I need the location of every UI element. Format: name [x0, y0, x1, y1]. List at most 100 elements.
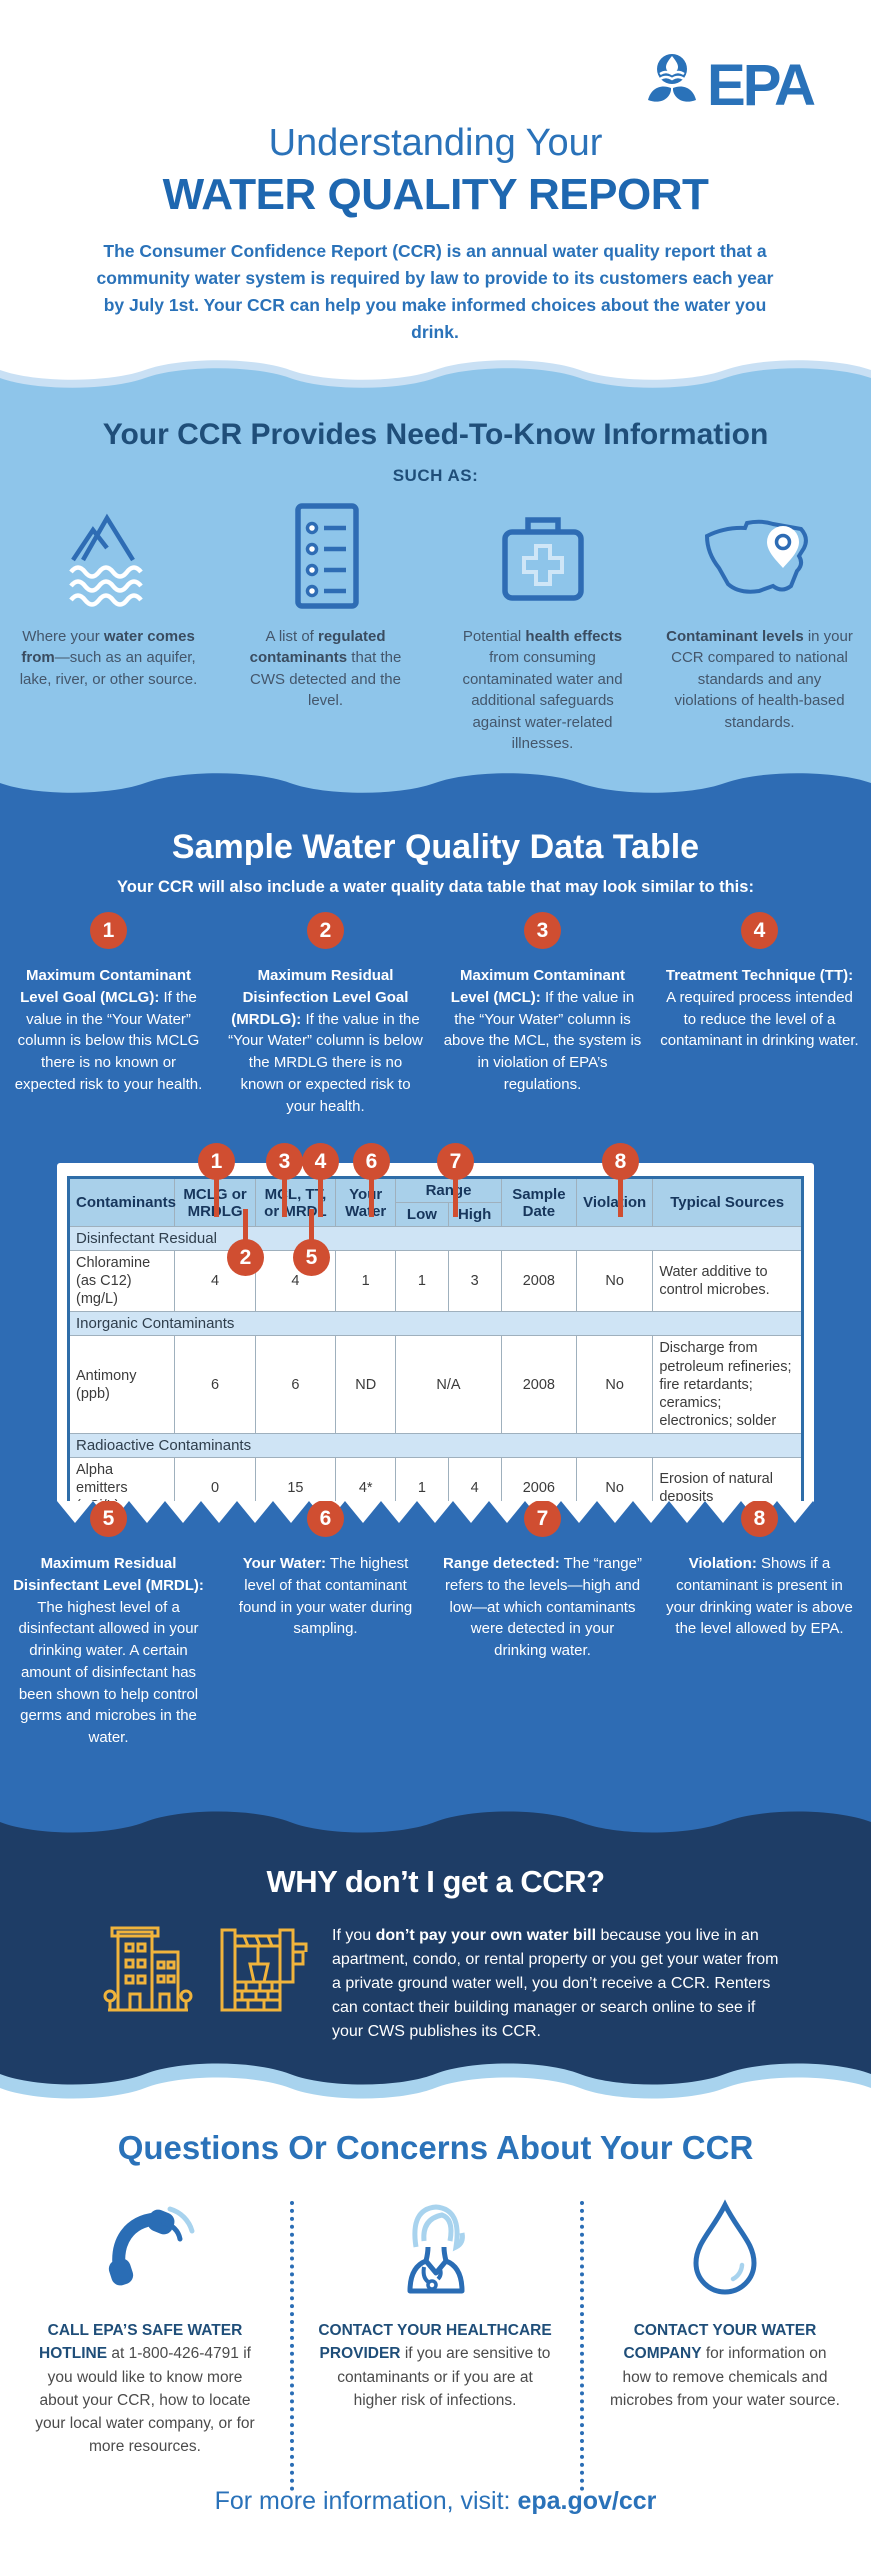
wave-divider-2: [0, 768, 871, 800]
water-quality-table: Contaminants MCLG or MRDLG MCL, TT, or M…: [67, 1176, 804, 1501]
epa-flower-icon: [641, 52, 703, 119]
need-to-know-text: Contaminant levels in your CCR compared …: [666, 628, 853, 731]
group-label: Radioactive Contaminants: [68, 1433, 803, 1458]
col-header-violation: Violation: [576, 1177, 654, 1227]
definition-item-4: 4 Treatment Technique (TT): A required p…: [651, 912, 868, 1117]
why-no-ccr-section: WHY don’t I get a CCR?: [0, 1840, 871, 2060]
question-item-hotline: CALL EPA’S SAFE WATER HOTLINE at 1-800-4…: [0, 2195, 290, 2459]
need-to-know-item: A list of regulated contaminants that th…: [217, 496, 434, 755]
need-to-know-text: Potential health effects from consuming …: [462, 628, 623, 753]
definition-item-8: 8 Violation: Shows if a contaminant is p…: [651, 1500, 868, 1749]
water-drop-icon: [670, 2195, 780, 2305]
sample-table-section: Sample Water Quality Data Table Your CCR…: [0, 800, 871, 1807]
apartment-building-icon: [100, 1924, 200, 2024]
number-badge-1: 1: [90, 912, 127, 949]
need-to-know-title: Your CCR Provides Need-To-Know Informati…: [102, 418, 769, 451]
table-row: Chloramine (as C12) (mg/L) 4 4 1 1 3 200…: [67, 1249, 803, 1313]
table-row: Alpha emitters (pCi/L) 0 15 4* 1 4 2006 …: [67, 1456, 803, 1501]
cell-contaminant: Alpha emitters (pCi/L): [67, 1456, 176, 1501]
table-marker-6: 6: [353, 1143, 390, 1217]
need-to-know-item: Potential health effects from consuming …: [434, 496, 651, 755]
definition-item-5: 5 Maximum Residual Disinfectant Level (M…: [0, 1500, 217, 1749]
cell-contaminant: Chloramine (as C12) (mg/L): [67, 1249, 176, 1313]
epa-gov-ccr-link[interactable]: epa.gov/ccr: [517, 2487, 657, 2515]
group-row: Inorganic Contaminants: [68, 1311, 803, 1337]
sample-table-title: Sample Water Quality Data Table: [171, 828, 700, 866]
col-header-range: Range: [395, 1177, 502, 1203]
why-no-ccr-title: WHY don’t I get a CCR?: [266, 1864, 605, 1899]
question-item-healthcare: CONTACT YOUR HEALTHCARE PROVIDER if you …: [290, 2195, 580, 2459]
why-no-ccr-content: If you don’t pay your own water bill bec…: [100, 1924, 790, 2044]
need-to-know-section: Your CCR Provides Need-To-Know Informati…: [0, 392, 871, 768]
water-quality-table-wrap: 1 3 4 6 7 8 2 5 Contaminants MCLG or MRD…: [57, 1143, 814, 1523]
group-row: Disinfectant Residual: [68, 1226, 803, 1251]
number-badge-4: 4: [741, 912, 778, 949]
questions-grid: CALL EPA’S SAFE WATER HOTLINE at 1-800-4…: [0, 2195, 871, 2459]
col-header-mcl: MCL, TT, or MRDL: [254, 1177, 337, 1227]
number-badge-7: 7: [524, 1500, 561, 1537]
water-well-icon: [214, 1924, 310, 2024]
wave-divider-4: [0, 2060, 871, 2105]
definition-text: Maximum Residual Disinfection Level Goal…: [228, 967, 423, 1115]
number-badge-6: 6: [307, 1500, 344, 1537]
number-badge-3: 3: [524, 912, 561, 949]
questions-section: Questions Or Concerns About Your CCR CAL…: [0, 2105, 871, 2560]
number-badge-2: 2: [307, 912, 344, 949]
table-marker-3: 3: [266, 1143, 303, 1217]
definition-text: Range detected: The “range” refers to th…: [443, 1555, 642, 1659]
page-title-line2: WATER QUALITY REPORT: [162, 170, 709, 219]
definition-item-6: 6 Your Water: The highest level of that …: [217, 1500, 434, 1749]
definitions-row-top: 1 Maximum Contaminant Level Goal (MCLG):…: [0, 912, 871, 1117]
definition-item-1: 1 Maximum Contaminant Level Goal (MCLG):…: [0, 912, 217, 1117]
table-marker-4: 4: [302, 1143, 339, 1217]
sample-table-subtitle: Your CCR will also include a water quali…: [117, 878, 754, 896]
need-to-know-text: Where your water comes from—such as an a…: [19, 628, 198, 688]
col-header-sample-date: Sample Date: [500, 1177, 578, 1227]
healthcare-provider-icon: [380, 2195, 490, 2305]
why-icons: [100, 1924, 310, 2024]
questions-title: Questions Or Concerns About Your CCR: [117, 2129, 754, 2166]
need-to-know-item: Where your water comes from—such as an a…: [0, 496, 217, 755]
col-header-contaminants: Contaminants: [67, 1177, 176, 1227]
col-header-high: High: [447, 1202, 502, 1227]
contaminant-list-icon: [266, 496, 386, 616]
intro-paragraph: The Consumer Confidence Report (CCR) is …: [96, 241, 774, 343]
need-to-know-grid: Where your water comes from—such as an a…: [0, 496, 871, 755]
table-marker-7: 7: [437, 1143, 474, 1217]
col-header-your-water: Your Water: [335, 1177, 397, 1227]
table-marker-2: 2: [227, 1209, 264, 1276]
table-card-zigzag-edge: [57, 1501, 814, 1523]
col-header-low: Low: [395, 1202, 449, 1227]
definition-text: Treatment Technique (TT): A required pro…: [660, 967, 859, 1050]
definition-item-7: 7 Range detected: The “range” refers to …: [434, 1500, 651, 1749]
col-header-typical-sources: Typical Sources: [652, 1177, 803, 1227]
epa-logo-text: EPA: [707, 52, 816, 118]
definition-text: Maximum Residual Disinfectant Level (MRD…: [13, 1555, 204, 1746]
definition-text: Maximum Contaminant Level Goal (MCLG): I…: [14, 967, 203, 1093]
definition-text: Your Water: The highest level of that co…: [238, 1555, 413, 1638]
dotted-divider: [580, 2201, 584, 2491]
definition-text: Maximum Contaminant Level (MCL): If the …: [443, 967, 642, 1093]
table-marker-8: 8: [602, 1143, 639, 1217]
table-row: Antimony (ppb) 6 6 ND N/A 2008 No Discha…: [67, 1335, 803, 1434]
number-badge-5: 5: [90, 1500, 127, 1537]
why-no-ccr-text: If you don’t pay your own water bill bec…: [332, 1927, 779, 2040]
phone-icon: [90, 2195, 200, 2305]
definition-text: Violation: Shows if a contaminant is pre…: [666, 1555, 853, 1638]
epa-logo: EPA: [641, 52, 816, 119]
group-row: Radioactive Contaminants: [68, 1433, 803, 1458]
page-title-line1: Understanding Your: [268, 122, 603, 164]
wave-divider-1: [0, 358, 871, 392]
question-item-text: CONTACT YOUR WATER COMPANY for informati…: [610, 2322, 840, 2409]
first-aid-kit-icon: [483, 496, 603, 616]
definition-item-2: 2 Maximum Residual Disinfection Level Go…: [217, 912, 434, 1117]
cell-contaminant: Antimony (ppb): [67, 1335, 176, 1434]
need-to-know-text: A list of regulated contaminants that th…: [249, 628, 402, 710]
number-badge-8: 8: [741, 1500, 778, 1537]
wave-divider-3: [0, 1807, 871, 1840]
water-quality-table-card: Contaminants MCLG or MRDLG MCL, TT, or M…: [57, 1163, 814, 1501]
question-item-text: CALL EPA’S SAFE WATER HOTLINE at 1-800-4…: [35, 2322, 255, 2456]
footer-info-line: For more information, visit: epa.gov/ccr: [214, 2487, 657, 2515]
such-as-label: SUCH AS:: [392, 466, 479, 485]
group-label: Disinfectant Residual: [68, 1226, 803, 1251]
